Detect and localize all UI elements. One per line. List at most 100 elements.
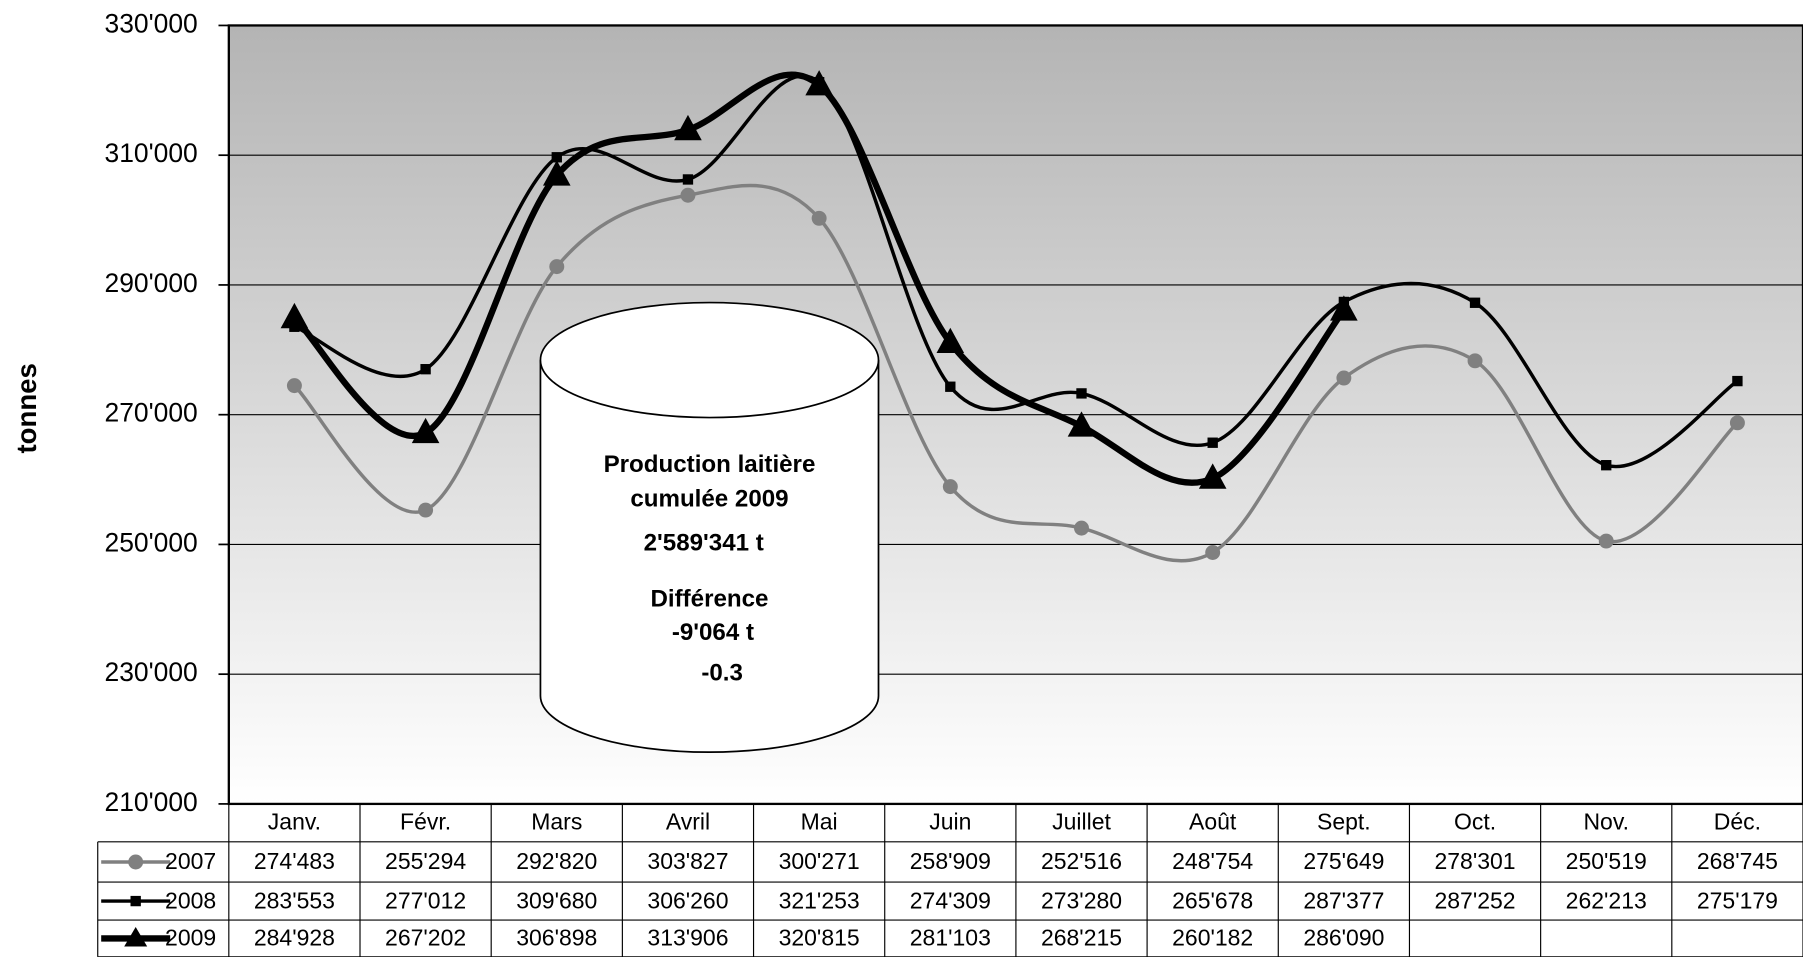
x-tick-label: Sept. xyxy=(1317,809,1371,835)
point xyxy=(280,302,309,329)
x-tick-label: Août xyxy=(1189,809,1237,835)
table-cell: 267'202 xyxy=(385,925,466,951)
point xyxy=(674,114,702,141)
cylinder-body xyxy=(539,360,880,754)
point xyxy=(549,259,565,275)
annotation: Production laitière xyxy=(604,451,816,478)
point xyxy=(680,187,696,203)
table-cell: 265'678 xyxy=(1172,887,1253,913)
table-cell: 313'906 xyxy=(647,925,728,951)
y-tick-label: 310'000 xyxy=(104,138,197,168)
point xyxy=(1205,545,1221,560)
series-line xyxy=(293,74,1739,469)
point xyxy=(1469,297,1481,308)
y-axis-label: tonnes xyxy=(11,363,42,453)
x-tick-label: Févr. xyxy=(400,809,451,835)
x-tick-label: Mars xyxy=(531,809,582,835)
table-cell: 309'680 xyxy=(516,887,597,913)
table-cell: 274'483 xyxy=(254,848,335,874)
x-tick-label: Juillet xyxy=(1052,809,1111,835)
legend-marker xyxy=(130,895,141,907)
legend-marker xyxy=(124,926,148,947)
table-cell: 277'012 xyxy=(385,887,466,913)
table-cell: 248'754 xyxy=(1172,848,1253,874)
table-cell: 252'516 xyxy=(1041,848,1122,874)
legend-marker xyxy=(128,854,144,870)
point xyxy=(286,378,302,394)
point xyxy=(1074,520,1089,536)
table-cell: 262'213 xyxy=(1566,887,1647,913)
table-cell: 278'301 xyxy=(1434,848,1515,874)
annotation: -0.3 xyxy=(701,659,743,686)
y-tick-label: 330'000 xyxy=(104,8,197,38)
table-cell: 292'820 xyxy=(516,848,597,874)
point xyxy=(418,502,434,518)
point xyxy=(1467,353,1483,369)
table-cell: 286'090 xyxy=(1303,925,1384,951)
point xyxy=(1076,388,1087,399)
legend-label: 2007 xyxy=(165,848,216,874)
point xyxy=(1729,415,1745,431)
table-cell: 274'309 xyxy=(910,887,991,913)
point xyxy=(942,479,958,495)
point xyxy=(551,152,562,163)
table-cell: 255'294 xyxy=(385,848,466,874)
table-cell: 320'815 xyxy=(779,925,860,951)
x-tick-label: Janv. xyxy=(268,809,321,835)
table-cell: 258'909 xyxy=(910,848,991,874)
table-cell: 281'103 xyxy=(910,925,991,951)
point xyxy=(1336,370,1352,386)
y-tick-label: 250'000 xyxy=(104,527,197,557)
point xyxy=(542,160,571,186)
annotation-cylinder: Production laitière cumulée 2009 2'589'3… xyxy=(539,301,880,754)
table-cell: 275'179 xyxy=(1697,887,1778,913)
point xyxy=(1598,533,1614,549)
x-tick-label: Avril xyxy=(666,809,710,835)
point xyxy=(945,381,956,392)
point xyxy=(1330,295,1358,321)
y-tick-label: 290'000 xyxy=(104,268,197,298)
table-cell: 268'745 xyxy=(1697,848,1778,874)
table-cell: 287'252 xyxy=(1434,887,1515,913)
table-cell: 287'377 xyxy=(1303,887,1384,913)
point xyxy=(411,417,440,444)
point xyxy=(1732,375,1743,387)
point xyxy=(1207,437,1218,448)
point xyxy=(1067,411,1096,437)
point xyxy=(420,364,431,375)
x-tick-label: Oct. xyxy=(1454,809,1496,835)
table-cell: 321'253 xyxy=(779,887,860,913)
annotation: cumulée 2009 xyxy=(630,486,788,513)
annotation: 2'589'341 t xyxy=(644,529,764,556)
point xyxy=(811,210,827,226)
table-cell: 303'827 xyxy=(647,848,728,874)
table-cell: 284'928 xyxy=(254,925,335,951)
table-cell: 260'182 xyxy=(1172,925,1253,951)
point xyxy=(682,174,694,185)
table-cell: 300'271 xyxy=(779,848,860,874)
point xyxy=(1601,460,1612,471)
x-tick-label: Mai xyxy=(801,809,838,835)
y-tick-label: 230'000 xyxy=(104,657,197,687)
table-cell: 275'649 xyxy=(1303,848,1384,874)
x-tick-label: Déc. xyxy=(1714,809,1761,835)
y-tick-label: 210'000 xyxy=(104,787,197,817)
x-tick-label: Nov. xyxy=(1583,809,1629,835)
table-cell: 283'553 xyxy=(254,887,335,913)
cylinder-top xyxy=(539,301,880,419)
annotation: Différence xyxy=(650,586,768,613)
table-cell: 250'519 xyxy=(1566,848,1647,874)
table-cell: 306'898 xyxy=(516,925,597,951)
table-cell: 268'215 xyxy=(1041,925,1122,951)
y-tick-label: 270'000 xyxy=(104,398,197,428)
point xyxy=(936,327,965,354)
point xyxy=(1198,463,1227,489)
point xyxy=(805,70,833,96)
legend-label: 2009 xyxy=(165,925,216,951)
x-tick-label: Juin xyxy=(929,809,971,835)
table-cell: 306'260 xyxy=(647,887,728,913)
table-cell: 273'280 xyxy=(1041,887,1122,913)
annotation: -9'064 t xyxy=(672,619,754,646)
